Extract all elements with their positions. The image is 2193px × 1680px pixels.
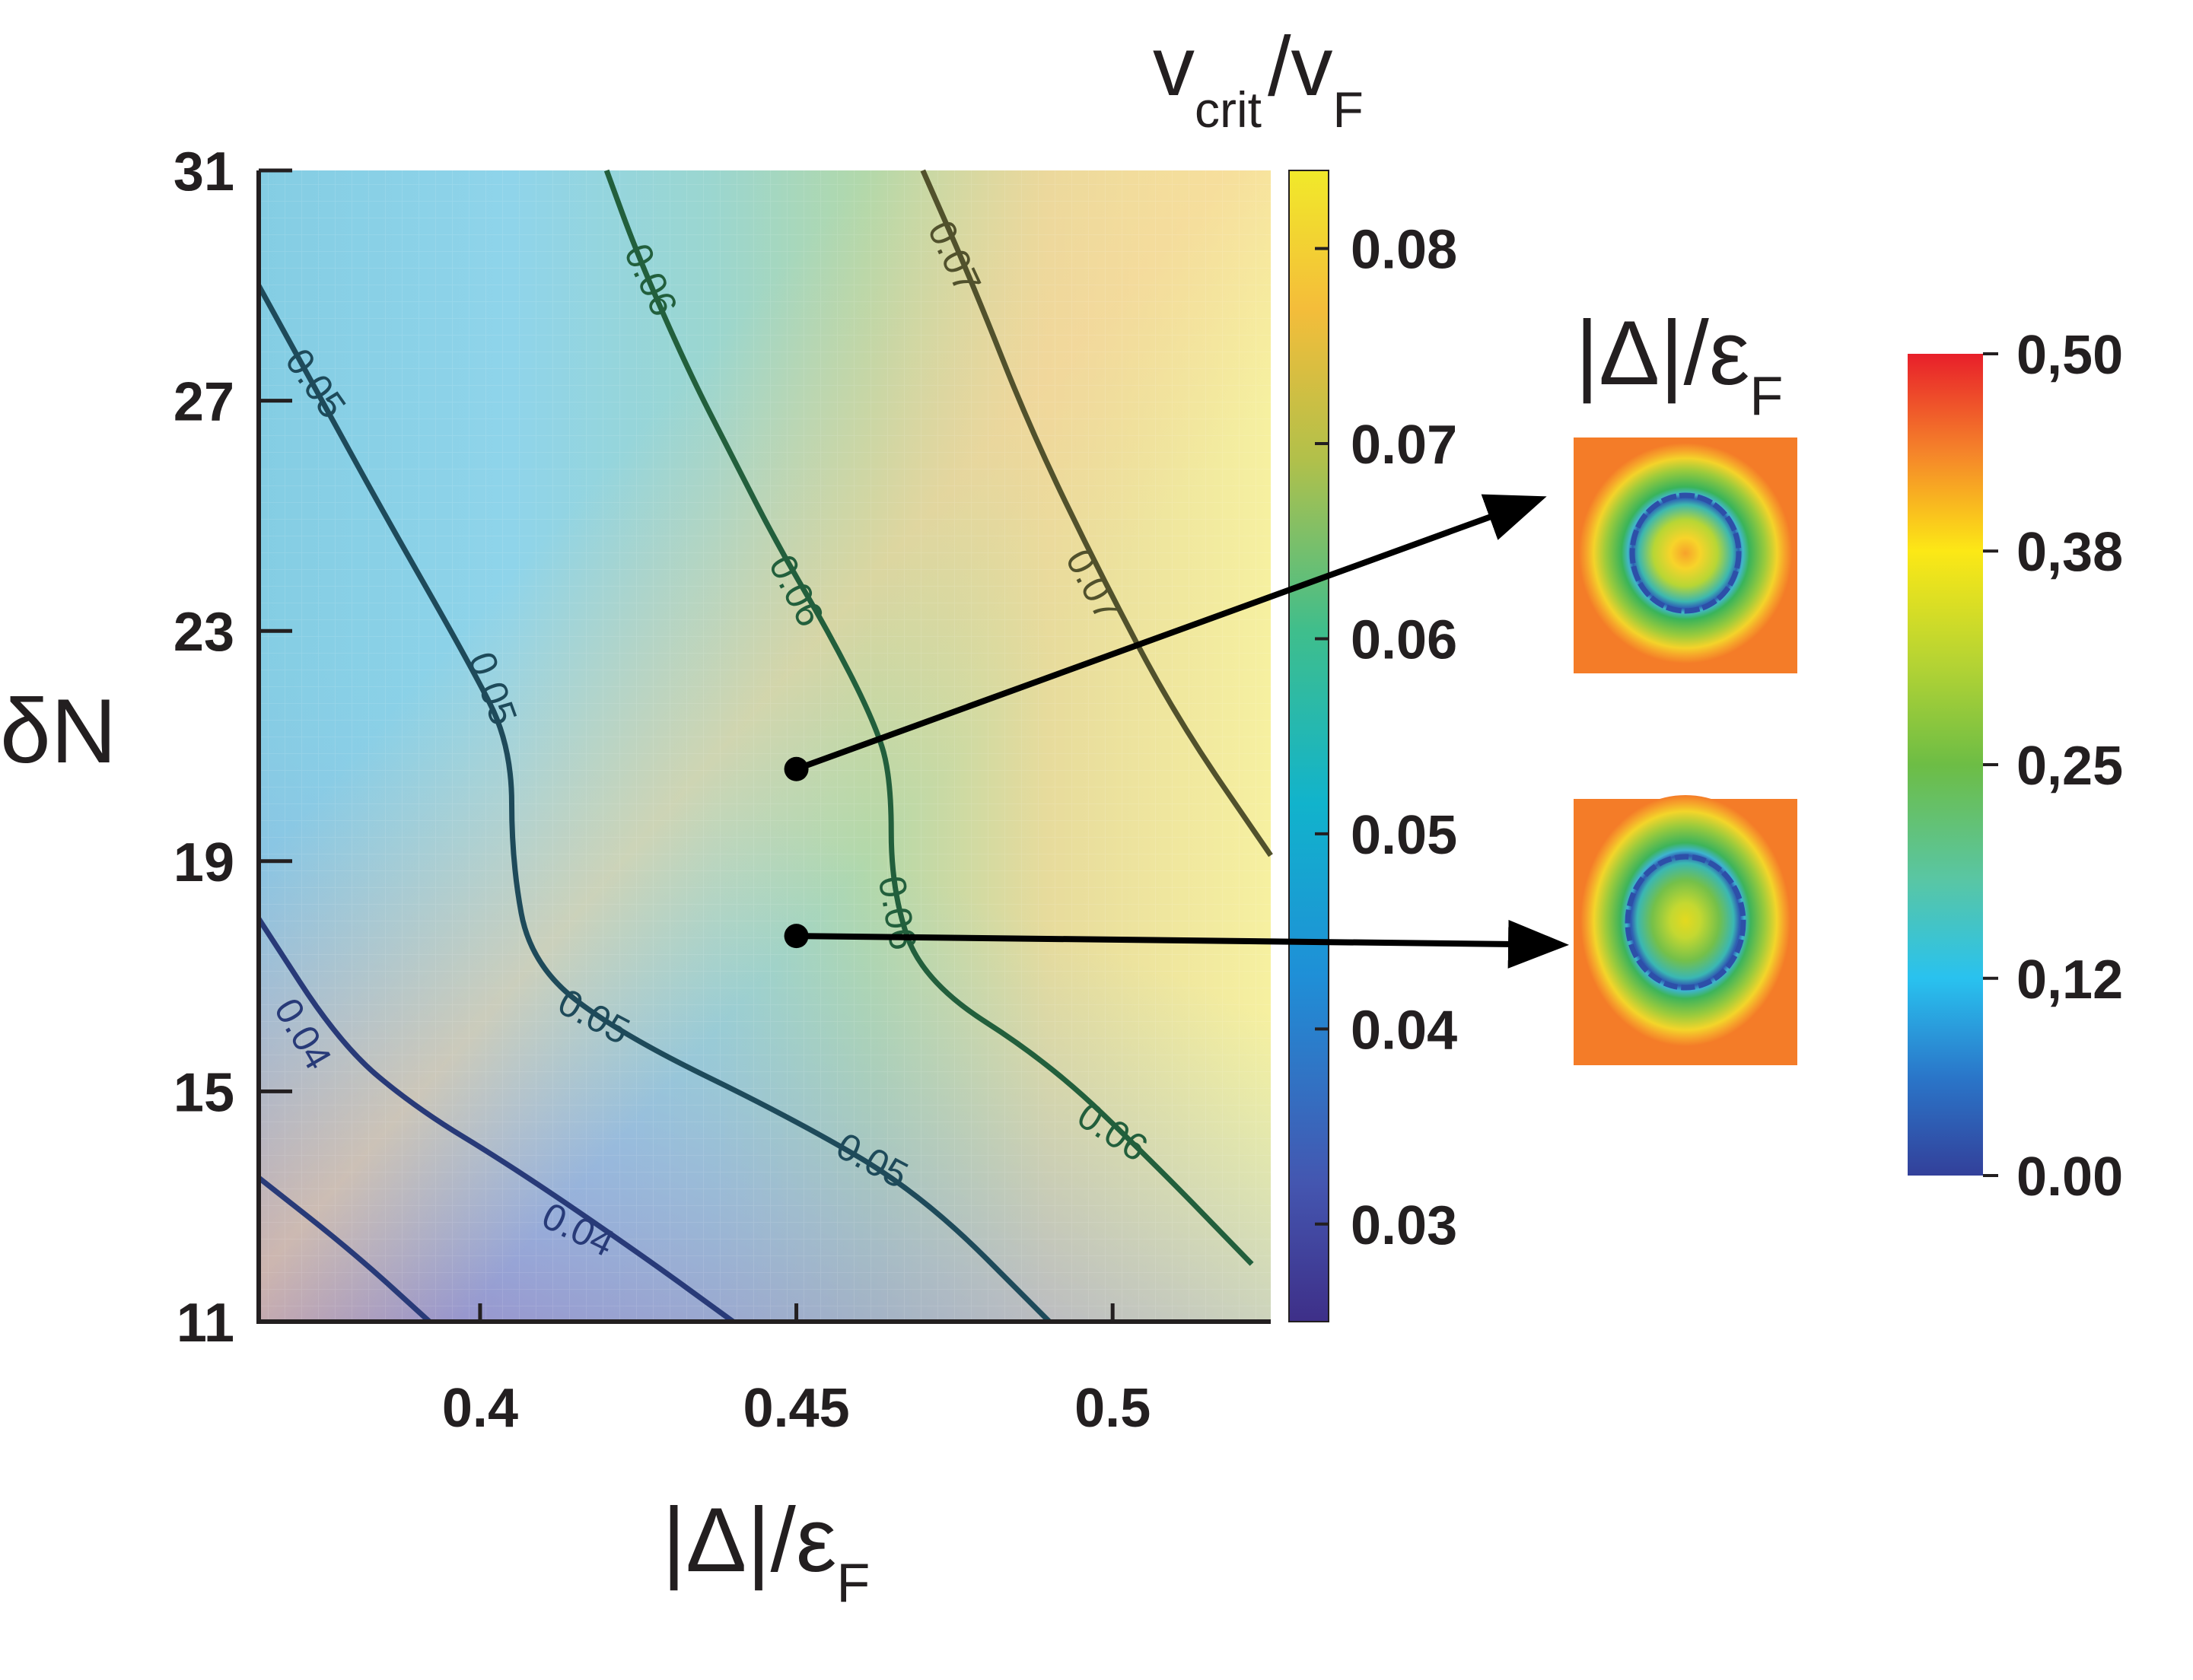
- inset-title-sub: F: [1749, 366, 1783, 427]
- x-tick-label-0: 0.4: [442, 1378, 518, 1439]
- colorbar-vcrit-tick-label-3: 0.06: [1351, 609, 1457, 670]
- density-inset-lower: [1574, 795, 1797, 1065]
- inset-lower-density: [1580, 795, 1790, 1046]
- colorbar-vcrit-tick-label-1: 0.04: [1351, 1000, 1457, 1061]
- colorbar-gap: 0.00 0,12 0,25 0,38 0,50: [1908, 325, 2123, 1208]
- y-tick-label-0: 11: [177, 1293, 234, 1354]
- marker-point-1: [784, 924, 809, 949]
- inset-title-main: |Δ|/ε: [1575, 302, 1749, 404]
- colorbar-vcrit-title-F: F: [1333, 81, 1364, 138]
- colorbar-gap-tick-label-2: 0,25: [2016, 736, 2123, 797]
- colorbar-vcrit-ticks: 0.03 0.04 0.05 0.06 0.07 0.08: [1315, 220, 1457, 1256]
- colorbar-gap-tick-label-1: 0,12: [2016, 950, 2123, 1010]
- x-tick-label-1: 0.45: [743, 1378, 849, 1439]
- y-axis-ticks: 11 15 19 23 27 31: [173, 142, 292, 1354]
- x-tick-label-2: 0.5: [1074, 1378, 1151, 1439]
- y-tick-label-4: 27: [173, 372, 234, 433]
- density-inset-upper: [1574, 438, 1797, 673]
- contour-line-0.04-0: [256, 1176, 431, 1324]
- colorbar-gap-ticks: 0.00 0,12 0,25 0,38 0,50: [1983, 325, 2123, 1208]
- colorbar-gap-tick-label-0: 0.00: [2016, 1147, 2123, 1208]
- x-axis-label: |Δ|/εF: [662, 1489, 870, 1614]
- colorbar-vcrit: 0.03 0.04 0.05 0.06 0.07 0.08 vcrit/vF: [1153, 20, 1457, 1322]
- inset-upper-density: [1579, 443, 1792, 663]
- contour-line-0.07-4: [920, 169, 1273, 858]
- x-axis-label-sub: F: [836, 1553, 870, 1614]
- y-tick-label-2: 19: [173, 832, 234, 893]
- contour-lines: [256, 169, 1273, 1324]
- colorbar-vcrit-title-v: v: [1153, 20, 1195, 113]
- y-axis-label: δN: [0, 680, 116, 782]
- marker-group: [784, 494, 1569, 969]
- heatmap-background: [259, 170, 1271, 1322]
- colorbar-vcrit-tick-label-4: 0.07: [1351, 415, 1457, 476]
- colorbar-vcrit-gradient: [1289, 170, 1329, 1322]
- inset-title: |Δ|/εF: [1575, 302, 1783, 427]
- colorbar-vcrit-title-crit: crit: [1195, 81, 1262, 138]
- contour-line-0.06-3: [603, 169, 1254, 1266]
- colorbar-gap-gradient: [1908, 354, 1983, 1176]
- heatmap-grid: [259, 170, 1271, 1322]
- y-tick-label-3: 23: [173, 602, 234, 663]
- inset-arrow-1: [796, 919, 1569, 969]
- inset-lower-vortex-ring: [1625, 854, 1746, 991]
- colorbar-vcrit-frame: [1288, 170, 1329, 1322]
- inset-upper-vortex-ring: [1629, 492, 1742, 614]
- colorbar-vcrit-title: vcrit/vF: [1153, 20, 1364, 138]
- contour-line-0.05-2: [256, 284, 1052, 1324]
- x-axis-ticks: 0.4 0.45 0.5: [442, 1303, 1151, 1439]
- y-tick-label-1: 15: [173, 1062, 234, 1123]
- colorbar-vcrit-tick-label-0: 0.03: [1351, 1195, 1457, 1256]
- colorbar-vcrit-title-slash: /v: [1268, 20, 1333, 113]
- colorbar-vcrit-tick-label-5: 0.08: [1351, 220, 1457, 281]
- axes: [256, 170, 1271, 1324]
- x-axis-label-main: |Δ|/ε: [662, 1489, 836, 1591]
- y-tick-label-5: 31: [173, 142, 234, 202]
- colorbar-vcrit-tick-label-2: 0.05: [1351, 805, 1457, 866]
- marker-point-0: [784, 756, 809, 781]
- colorbar-gap-tick-label-4: 0,50: [2016, 325, 2123, 386]
- contour-line-0.04-1: [256, 917, 735, 1324]
- inset-arrow-0: [795, 494, 1547, 772]
- colorbar-gap-tick-label-3: 0,38: [2016, 522, 2123, 583]
